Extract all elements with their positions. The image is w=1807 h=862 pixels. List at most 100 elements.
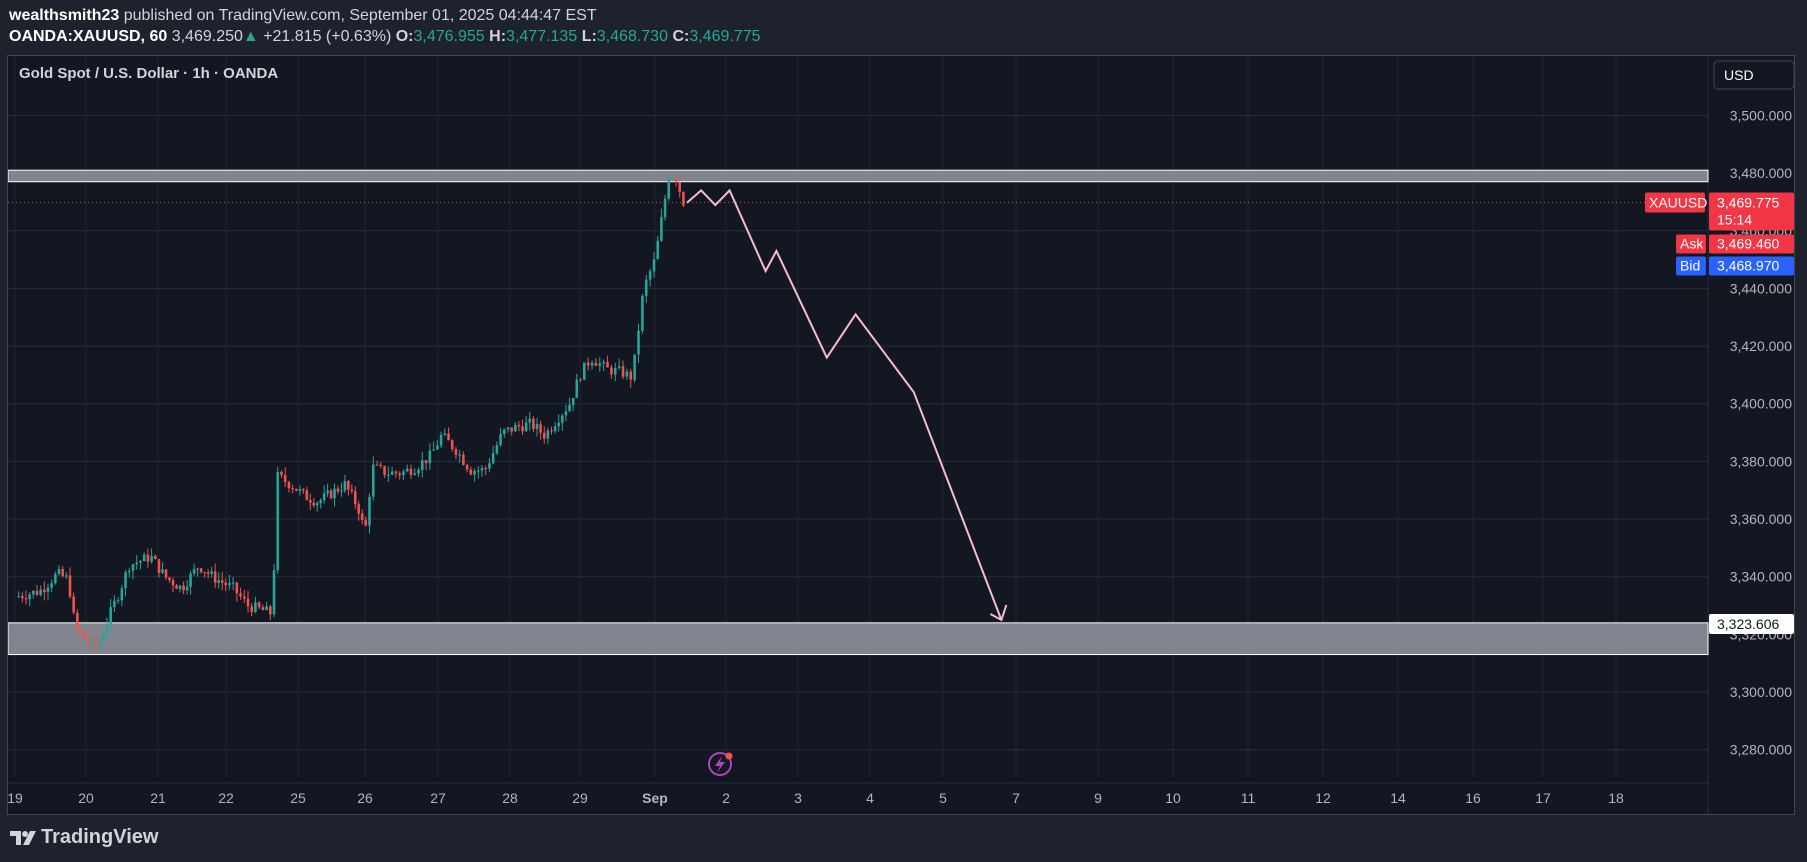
author-name[interactable]: wealthsmith23 (9, 7, 120, 24)
candle-body (495, 444, 499, 454)
price-tick-label: 3,400.000 (1730, 396, 1792, 412)
low-value: 3,468.730 (596, 28, 668, 45)
candle-body (315, 503, 319, 506)
candle-body (127, 570, 131, 573)
candle-body (360, 513, 364, 520)
open-value: 3,476.955 (413, 28, 485, 45)
candle-body (465, 464, 469, 470)
candle-body (424, 460, 428, 464)
candle-body (350, 489, 354, 492)
time-tick-label: 19 (8, 790, 23, 806)
symbol-tag (1645, 192, 1705, 213)
candle-body (462, 454, 465, 465)
candle-body (663, 198, 667, 218)
support-price-value: 3,323.606 (1717, 616, 1779, 632)
candle-body (105, 624, 109, 634)
candle-body (39, 589, 42, 595)
candle-body (192, 569, 196, 574)
candle-body (409, 468, 413, 475)
candle-body (521, 426, 524, 432)
tradingview-footer: TradingView (9, 826, 158, 849)
candle-body (602, 361, 605, 364)
high-label: H: (489, 28, 507, 45)
candle-body (283, 475, 287, 483)
time-tick-label: 7 (1012, 790, 1020, 806)
tradingview-logo-icon (10, 830, 36, 845)
candle-body (420, 460, 424, 471)
candle-body (154, 555, 157, 560)
time-tick-label: 20 (78, 790, 94, 806)
candle-body (76, 612, 79, 630)
candle-body (246, 598, 250, 607)
candle-body (347, 481, 350, 490)
price-chart[interactable]: 3,280.0003,300.0003,320.0003,340.0003,36… (8, 56, 1794, 814)
time-tick-label: 9 (1094, 790, 1102, 806)
lightning-bolt-icon (715, 756, 725, 773)
candle-body (625, 371, 629, 377)
candle-body (295, 488, 298, 491)
chart-frame[interactable]: 3,280.000 3,300.000 3,320.000 3,340.000 3,36… (7, 55, 1795, 815)
candle-body (46, 587, 50, 592)
candle-body (24, 598, 28, 600)
candle-body (164, 569, 168, 578)
candle-body (87, 639, 90, 643)
candle-body (667, 179, 671, 199)
candle-body (660, 217, 663, 241)
candle-body (480, 468, 484, 471)
candle-body (553, 426, 557, 432)
candle-body (182, 585, 185, 591)
last-price-value: 3,469.775 (1717, 195, 1779, 211)
candle-body (371, 464, 375, 497)
candle-body (390, 471, 394, 475)
candle-body (124, 572, 127, 589)
candle-body (113, 600, 116, 608)
time-tick-label: 5 (939, 790, 947, 806)
candle-body (550, 430, 553, 432)
candle-body (142, 554, 146, 562)
candle-body (641, 295, 644, 331)
candle-body (484, 468, 487, 470)
candle-body (575, 379, 579, 398)
candle-body (648, 271, 652, 280)
candle-body (305, 490, 309, 501)
price-tick-label: 3,380.000 (1730, 453, 1792, 469)
candle-body (447, 433, 450, 441)
candle-body (524, 422, 528, 432)
time-tick-label: 4 (866, 790, 874, 806)
candle-body (54, 574, 57, 584)
ask-tag (1676, 234, 1706, 254)
time-tick-label: 11 (1241, 790, 1256, 806)
change-arrow-icon: ▲ (242, 28, 259, 45)
candle-body (83, 632, 86, 640)
candle-body (510, 427, 513, 432)
candle-body (340, 490, 343, 492)
candle-body (329, 490, 333, 499)
candle-body (621, 366, 625, 377)
publish-line: wealthsmith23 published on TradingView.c… (9, 6, 761, 25)
projection-path (686, 188, 1003, 621)
price-tick-label: 3,280.000 (1730, 742, 1792, 758)
price-tick-label: 3,360.000 (1730, 511, 1792, 527)
candle-body (656, 240, 660, 260)
candle-body (168, 577, 171, 581)
candle-body (517, 424, 521, 427)
currency-button (1713, 60, 1794, 90)
candle-body (450, 440, 454, 450)
candle-body (203, 571, 206, 573)
low-label: L: (581, 28, 597, 45)
bid-tag (1676, 256, 1706, 276)
candle-body (161, 569, 164, 573)
candle-body (564, 411, 568, 416)
price-tick-label: 3,420.000 (1730, 338, 1792, 354)
candle-body (413, 473, 417, 475)
tradingview-brand: TradingView (41, 826, 159, 848)
candle-body (72, 596, 75, 613)
candle-body (171, 580, 175, 586)
candle-body (175, 585, 178, 589)
candle-body (606, 361, 609, 368)
candle-body (312, 502, 316, 506)
candle-body (503, 429, 506, 434)
countdown-timer: 15:14 (1717, 212, 1752, 228)
candle-body (61, 568, 64, 577)
change-value: +21.815 (+0.63%) (263, 28, 392, 45)
